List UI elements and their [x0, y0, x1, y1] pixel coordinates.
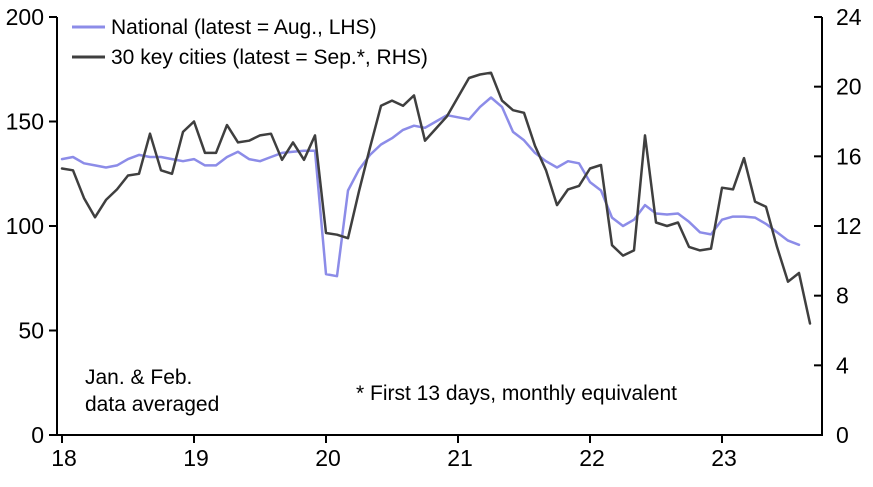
x-axis-tick-label: 19 [183, 445, 209, 471]
x-axis-tick-label: 21 [447, 445, 473, 471]
right-axis-tick-label: 12 [836, 213, 862, 239]
right-axis-tick-label: 24 [836, 4, 862, 30]
left-axis-tick-label: 100 [6, 213, 44, 239]
x-axis-tick-label: 18 [51, 445, 77, 471]
left-axis-tick-label: 200 [6, 4, 44, 30]
left-axis-tick-label: 150 [6, 109, 44, 135]
right-axis-tick-label: 0 [836, 422, 849, 448]
right-axis-tick-label: 16 [836, 143, 862, 169]
chart-annotations: Jan. & Feb. data averaged * First 13 day… [85, 366, 677, 416]
ticks-layer: 0 50 100 150 200 0 4 8 12 16 20 24 18 19 20 21 22 23 [6, 4, 862, 471]
x-axis-tick-label: 23 [711, 445, 737, 471]
series-line-national [60, 96, 801, 278]
x-axis-tick-label: 20 [315, 445, 341, 471]
note-jan-feb-line1: Jan. & Feb. [85, 366, 192, 389]
note-first-13-days: * First 13 days, monthly equivalent [356, 382, 677, 405]
series-line-30-key-cities [60, 71, 812, 325]
right-axis-tick-label: 8 [836, 283, 849, 309]
x-axis-tick-label: 22 [579, 445, 605, 471]
left-axis-tick-label: 0 [31, 422, 44, 448]
right-axis-tick-label: 20 [836, 74, 862, 100]
left-axis-tick-label: 50 [18, 318, 44, 344]
right-axis-tick-label: 4 [836, 352, 849, 378]
chart-legend: National (latest = Aug., LHS) 30 key cit… [72, 16, 428, 69]
legend-label-national: National (latest = Aug., LHS) [111, 16, 377, 39]
series-layer [60, 71, 812, 325]
note-jan-feb-line2: data averaged [85, 393, 219, 416]
legend-label-cities: 30 key cities (latest = Sep.*, RHS) [111, 46, 428, 69]
